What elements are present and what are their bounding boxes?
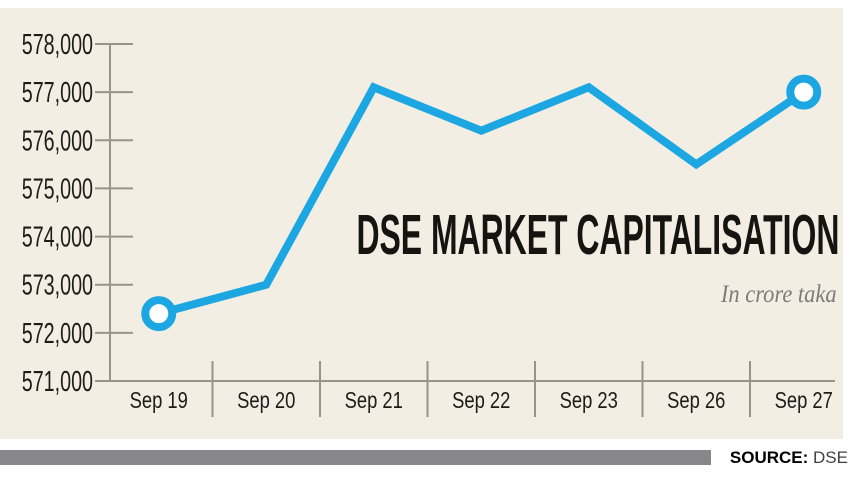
y-tick-label: 578,000 <box>22 29 93 61</box>
x-tick-label: Sep 27 <box>775 388 833 413</box>
x-tick-label: Sep 20 <box>237 388 295 413</box>
x-tick-label: Sep 23 <box>560 388 618 413</box>
y-tick-label: 572,000 <box>22 318 93 350</box>
y-tick-label: 577,000 <box>22 78 93 110</box>
data-point-marker <box>786 74 822 110</box>
y-tick-label: 576,000 <box>22 126 93 158</box>
x-tick-label: Sep 21 <box>345 388 403 413</box>
x-tick-label: Sep 26 <box>667 388 725 413</box>
data-point-marker <box>141 296 177 332</box>
y-tick-label: 575,000 <box>22 174 93 206</box>
chart-subtitle: In crore taka <box>721 281 837 308</box>
y-tick-label: 571,000 <box>22 366 93 398</box>
line-chart: 571,000 572,000 573,000 574,000 575,000 576,0… <box>22 29 835 417</box>
source-text: SOURCE: DSE <box>730 448 848 467</box>
source-label: SOURCE: <box>729 448 809 467</box>
data-line <box>157 82 806 318</box>
chart-panel: 571,000 572,000 573,000 574,000 575,000 576,0… <box>0 8 843 439</box>
x-tick-label: Sep 22 <box>452 388 510 413</box>
footer-divider-bar <box>0 450 711 465</box>
chart-title: DSE MARKET CAPITALISATION <box>356 203 839 267</box>
y-tick-label: 573,000 <box>22 270 93 302</box>
y-tick-label: 574,000 <box>22 222 93 254</box>
x-tick-label: Sep 19 <box>130 388 188 413</box>
source-value: DSE <box>813 448 848 467</box>
